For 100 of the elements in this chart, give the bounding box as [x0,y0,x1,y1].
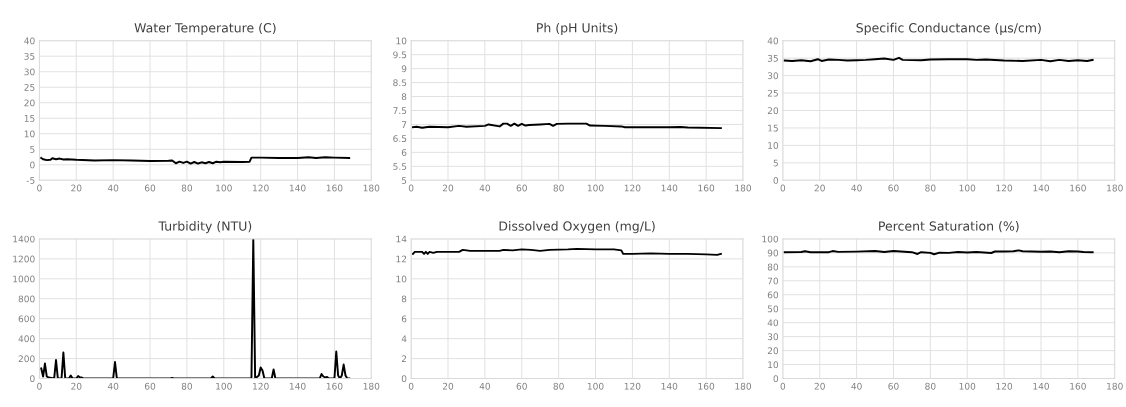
y-tick-label: 8.5 [393,79,407,87]
x-tick-label: 20 [814,184,825,192]
x-tick-label: 100 [959,184,976,192]
y-tick-label: 0 [401,375,407,383]
chart-title: Turbidity (NTU) [158,221,252,234]
x-tick-label: 160 [698,184,715,192]
y-tick-label: 5 [773,159,778,167]
x-tick-label: 0 [408,184,414,192]
x-tick-label: 80 [181,382,193,390]
x-tick-label: 60 [888,184,899,192]
x-tick-label: 180 [735,184,752,192]
x-tick-label: 40 [479,184,491,192]
y-tick-label: 9.5 [393,51,407,59]
y-tick-label: 35 [24,52,35,60]
y-tick-label: 14 [396,235,407,243]
y-tick-label: 0 [30,161,35,169]
x-tick-label: 160 [326,184,343,192]
y-tick-label: 5 [30,146,35,153]
chart-title: Dissolved Oxygen (mg/L) [499,221,655,234]
y-tick-label: -5 [26,177,35,184]
x-tick-label: 140 [289,184,306,192]
y-tick-label: 0 [30,375,35,383]
y-tick-label: 15 [768,124,778,132]
y-tick-label: 0 [773,177,779,184]
x-tick-label: 100 [216,382,232,390]
x-tick-label: 60 [144,382,156,390]
y-tick-label: 6 [401,149,407,156]
x-tick-label: 120 [624,184,641,192]
x-tick-label: 60 [516,382,527,390]
x-tick-label: 180 [363,382,380,390]
y-tick-label: 9 [401,65,407,73]
x-tick-label: 40 [107,184,119,192]
x-tick-label: 60 [516,184,527,192]
x-tick-label: 180 [1107,382,1123,390]
x-tick-label: 0 [37,184,42,192]
y-tick-label: 10 [396,37,407,45]
x-tick-label: 120 [253,382,269,390]
y-tick-label: 6.5 [393,135,407,142]
x-tick-label: 120 [253,184,269,192]
x-tick-label: 100 [216,184,232,192]
y-tick-label: 12 [396,255,407,263]
y-tick-label: 20 [767,347,779,355]
x-tick-label: 0 [780,382,786,390]
x-tick-label: 180 [735,382,752,390]
y-tick-label: 1200 [13,255,35,263]
y-tick-label: 90 [767,249,779,257]
y-tick-label: 8 [401,93,407,101]
x-tick-label: 20 [442,382,454,390]
x-tick-label: 20 [71,184,82,192]
y-tick-label: 40 [24,37,35,45]
y-tick-label: 20 [24,99,35,107]
x-tick-label: 140 [289,382,306,390]
x-tick-label: 40 [851,184,862,192]
x-tick-label: 40 [851,382,862,390]
y-tick-label: 8 [401,295,407,303]
y-tick-label: 6 [401,315,407,323]
chart-title: Water Temperature (C) [134,22,276,35]
x-tick-label: 160 [326,382,343,390]
chart-title: Percent Saturation (%) [879,221,1019,233]
y-tick-label: 40 [767,319,779,327]
x-tick-label: 0 [37,382,42,390]
y-tick-label: 10 [24,130,35,138]
y-tick-label: 35 [767,54,778,62]
y-tick-label: 2 [401,355,407,362]
x-tick-label: 140 [661,382,678,390]
y-tick-label: 10 [768,361,779,369]
y-tick-label: 5 [401,177,407,184]
y-tick-label: 30 [767,72,779,80]
y-tick-label: 40 [767,37,779,45]
x-tick-label: 120 [996,184,1013,192]
x-tick-label: 80 [925,184,936,192]
y-tick-label: 7.5 [393,107,407,115]
x-tick-label: 160 [1070,382,1086,390]
x-tick-label: 0 [408,382,414,390]
x-tick-label: 80 [925,382,936,390]
x-tick-label: 60 [888,382,899,390]
y-tick-label: 25 [767,89,778,97]
x-tick-label: 80 [181,184,193,192]
y-tick-label: 1000 [13,275,35,283]
y-tick-label: 20 [767,107,779,115]
x-tick-label: 20 [442,184,454,192]
chart-title: Specific Conductance (μs/cm) [856,22,1041,35]
x-tick-label: 80 [553,184,564,192]
x-tick-label: 20 [814,382,825,390]
x-tick-label: 160 [1070,184,1086,192]
x-tick-label: 140 [661,184,678,192]
chart-title: Ph (pH Units) [537,22,618,35]
y-tick-label: 1400 [13,235,35,243]
x-tick-label: 180 [1107,184,1123,192]
y-tick-label: 80 [767,263,779,271]
x-tick-label: 100 [959,382,976,390]
y-tick-label: 25 [24,83,35,91]
y-tick-label: 30 [24,68,35,76]
y-tick-label: 50 [767,305,779,313]
y-tick-label: 60 [767,291,779,299]
x-tick-label: 160 [698,382,715,390]
x-tick-label: 80 [553,382,564,390]
y-tick-label: 70 [767,277,779,285]
y-tick-label: 400 [18,335,35,343]
y-tick-label: 7 [401,121,407,128]
